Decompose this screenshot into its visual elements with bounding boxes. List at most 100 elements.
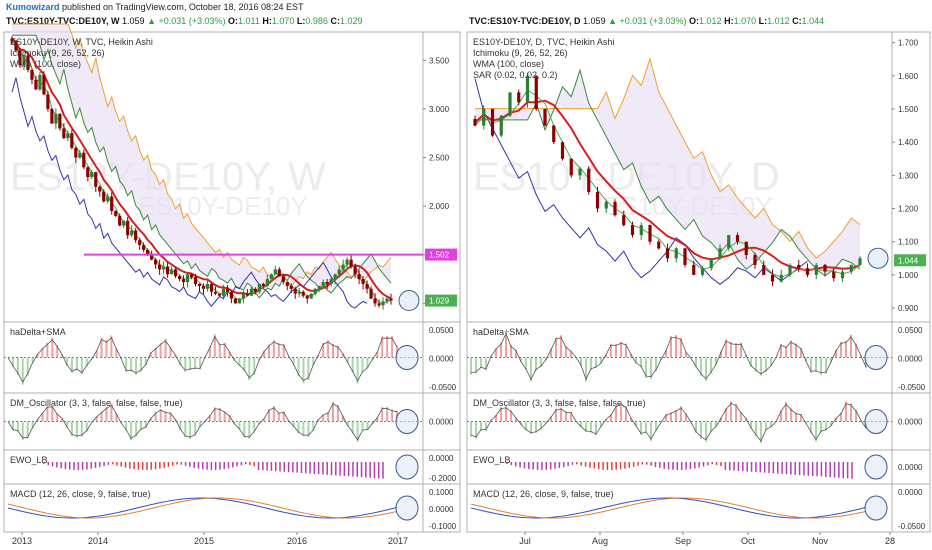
chikou-span — [11, 77, 368, 309]
main-legend-line: Ichimoku (9, 26, 52, 26) — [10, 48, 105, 58]
symbol-part: L: — [294, 16, 305, 26]
candle-body — [313, 288, 317, 294]
candle-body — [849, 264, 853, 272]
subpane-tick-label: 0.0000 — [429, 355, 454, 364]
x-tick-label: Jul — [519, 536, 531, 546]
candle-body — [102, 191, 106, 202]
main-legend-line: Ichimoku (9, 26, 52, 26) — [473, 48, 568, 58]
symbol-part: 1.029 — [340, 16, 363, 26]
candle-body — [217, 293, 222, 296]
senkou-span-b — [475, 57, 861, 259]
highlight-circle — [864, 409, 888, 434]
x-tick-label: 2015 — [194, 536, 214, 546]
candle-body — [753, 254, 757, 265]
candle-body — [50, 108, 54, 124]
candle-body — [613, 201, 617, 216]
candle-body — [525, 75, 530, 103]
candle-body — [788, 264, 792, 275]
candle-body — [349, 259, 353, 267]
candle-body — [353, 266, 357, 275]
candle-body — [30, 70, 34, 80]
x-tick-label: 2013 — [12, 536, 32, 546]
candle-body — [482, 108, 486, 126]
candle-body — [142, 245, 146, 250]
price-tag-text: 1.502 — [429, 251, 450, 260]
candle-body — [106, 196, 110, 202]
candle-body — [569, 158, 573, 176]
candle-body — [301, 291, 305, 296]
candle-body — [499, 115, 503, 136]
symbol-line: TVC:ES10Y-TVC:DE10Y, D 1.059 ▲ +0.031 (+… — [469, 16, 824, 26]
kijun-sen — [474, 99, 861, 272]
candle-body — [245, 293, 249, 296]
symbol-part: C: — [328, 16, 340, 26]
highlight-circle — [395, 495, 419, 521]
candle-body — [321, 282, 325, 286]
candle-body — [373, 298, 377, 304]
candle-body — [333, 274, 337, 280]
candle-body — [26, 55, 30, 71]
candle-body — [345, 259, 349, 265]
candle-body — [805, 268, 810, 275]
candle-body — [381, 301, 385, 306]
author-link[interactable]: Kumowizard — [6, 2, 60, 12]
candle-body — [213, 291, 218, 294]
candle-body — [490, 108, 495, 136]
candle-body — [595, 191, 600, 209]
main-legend-line: ES10Y-DE10Y, D, TVC, Heikin Ashi — [473, 37, 614, 47]
candle-body — [692, 264, 696, 275]
candle-body — [823, 264, 827, 272]
candle-body — [337, 269, 341, 275]
candle-body — [552, 125, 556, 143]
candle-body — [193, 277, 198, 284]
candle-body — [162, 266, 166, 270]
y-tick-label: 1.400 — [898, 138, 919, 147]
candle-body — [229, 291, 234, 299]
candle-body — [305, 295, 309, 299]
chart-panel-2: TVC:ES10Y-TVC:DE10Y, D 1.059 ▲ +0.031 (+… — [466, 16, 931, 546]
candle-body — [648, 225, 652, 242]
candle-body — [165, 266, 170, 275]
signal-line — [470, 497, 867, 519]
candle-body — [14, 40, 18, 51]
published-text: published on TradingView.com, October 18… — [59, 2, 304, 12]
candle-body — [744, 241, 748, 255]
candle-body — [185, 274, 190, 283]
subpane-label: EWO_LB — [473, 455, 511, 465]
candle-body — [209, 283, 214, 292]
candle-body — [205, 283, 210, 289]
candle-body — [150, 254, 154, 260]
candle-body — [130, 230, 134, 236]
candle-body — [657, 241, 661, 249]
x-tick-label: 2017 — [388, 536, 408, 546]
symbol-part: H: — [260, 16, 272, 26]
subpane-tick-label: 0.0000 — [898, 418, 923, 427]
candle-body — [543, 108, 547, 126]
y-tick-label: 3.500 — [429, 56, 450, 65]
candle-body — [832, 271, 836, 279]
candle-body — [285, 282, 289, 286]
candle-body — [289, 285, 293, 289]
candle-body — [169, 269, 174, 275]
candle-body — [94, 172, 98, 187]
candle-body — [534, 75, 538, 109]
subpane-tick-label: 0.0500 — [429, 326, 454, 335]
subpane-tick-label: -0.2000 — [429, 474, 457, 483]
candle-body — [281, 276, 285, 283]
candle-body — [508, 92, 512, 116]
symbol-part: ▲ +0.031 (+3.03%) — [147, 16, 225, 26]
kijun-sen — [11, 37, 392, 300]
candle-body — [309, 293, 313, 299]
y-tick-label: 1.500 — [898, 105, 919, 114]
candle-body — [54, 113, 58, 124]
candle-body — [770, 274, 775, 282]
candle-body — [173, 269, 178, 277]
symbol-part: 1.012 — [699, 16, 722, 26]
subpane-tick-label: 0.0000 — [429, 505, 454, 514]
chikou-span — [474, 78, 808, 285]
candle-body — [66, 133, 70, 139]
price-tag — [425, 294, 457, 307]
candle-body — [46, 94, 50, 109]
candle-body — [78, 152, 82, 158]
